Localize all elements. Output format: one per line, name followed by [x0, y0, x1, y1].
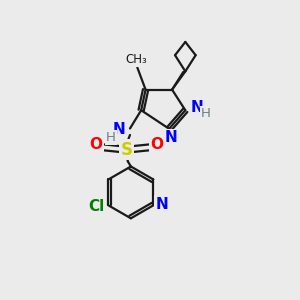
- Text: N: N: [112, 122, 125, 137]
- Text: N: N: [164, 130, 177, 145]
- Text: N: N: [155, 197, 168, 212]
- Text: Cl: Cl: [88, 199, 105, 214]
- Text: H: H: [106, 131, 116, 144]
- Text: O: O: [150, 137, 163, 152]
- Text: H: H: [201, 107, 211, 120]
- Text: CH₃: CH₃: [125, 53, 147, 66]
- Text: O: O: [90, 137, 103, 152]
- Text: N: N: [190, 100, 203, 116]
- Text: S: S: [120, 141, 132, 159]
